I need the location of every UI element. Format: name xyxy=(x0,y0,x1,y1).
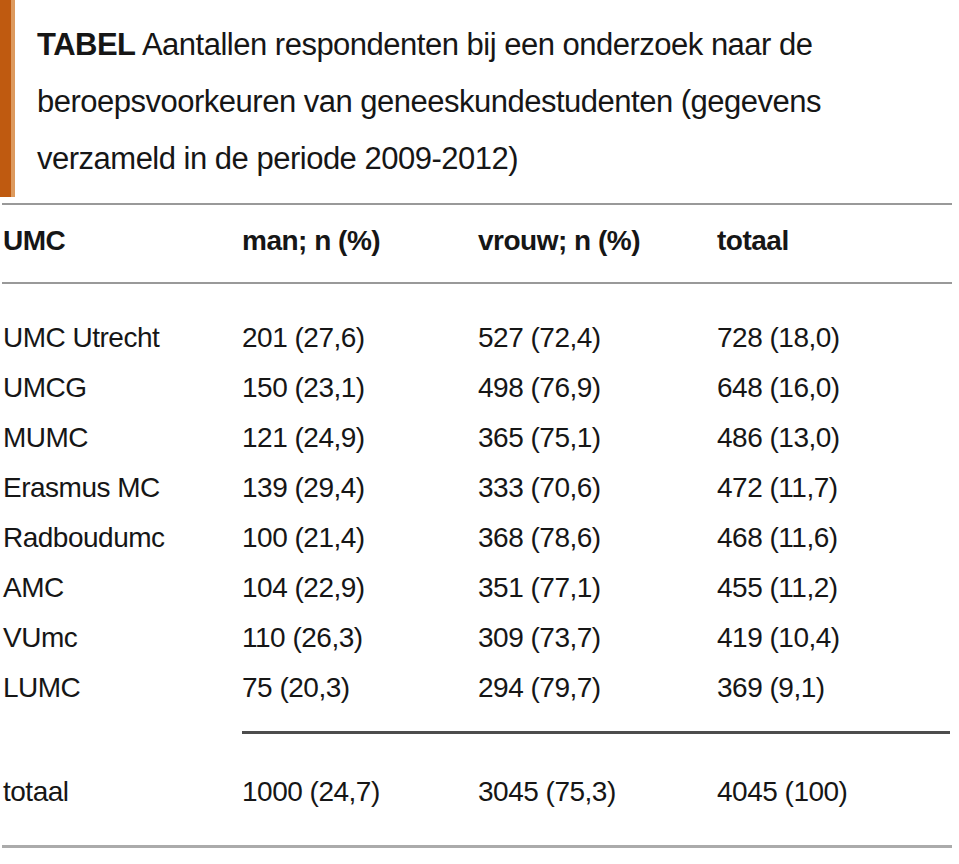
table-caption-label: TABEL xyxy=(37,27,136,62)
cell: LUMC xyxy=(3,672,242,704)
total-cell-totaal: 4045 (100) xyxy=(717,776,959,808)
cell: AMC xyxy=(3,572,242,604)
table-row: Radboudumc 100 (21,4) 368 (78,6) 468 (11… xyxy=(3,513,959,563)
cell: 121 (24,9) xyxy=(242,422,478,454)
cell: 139 (29,4) xyxy=(242,472,478,504)
cell: UMCG xyxy=(3,372,242,404)
table-row: VUmc 110 (26,3) 309 (73,7) 419 (10,4) xyxy=(3,613,959,663)
column-header-man: man; n (%) xyxy=(242,225,478,257)
cell: 472 (11,7) xyxy=(717,472,959,504)
table-caption-body: Aantallen respondenten bij een onderzoek… xyxy=(37,27,821,176)
total-cell-vrouw: 3045 (75,3) xyxy=(478,776,717,808)
rule-above-header xyxy=(2,203,952,205)
table-row: UMC Utrecht 201 (27,6) 527 (72,4) 728 (1… xyxy=(3,313,959,363)
table-row: UMCG 150 (23,1) 498 (76,9) 648 (16,0) xyxy=(3,363,959,413)
cell: Erasmus MC xyxy=(3,472,242,504)
rule-under-header xyxy=(2,282,952,284)
table-caption: TABEL Aantallen respondenten bij een ond… xyxy=(37,16,953,187)
cell: 351 (77,1) xyxy=(478,572,717,604)
rule-above-total xyxy=(242,731,950,734)
cell: MUMC xyxy=(3,422,242,454)
table-total-row: totaal 1000 (24,7) 3045 (75,3) 4045 (100… xyxy=(3,767,959,817)
cell: Radboudumc xyxy=(3,522,242,554)
cell: 527 (72,4) xyxy=(478,322,717,354)
cell: 455 (11,2) xyxy=(717,572,959,604)
table-row: Erasmus MC 139 (29,4) 333 (70,6) 472 (11… xyxy=(3,463,959,513)
cell: UMC Utrecht xyxy=(3,322,242,354)
table-body: UMC Utrecht 201 (27,6) 527 (72,4) 728 (1… xyxy=(3,313,959,713)
cell: 150 (23,1) xyxy=(242,372,478,404)
cell: 333 (70,6) xyxy=(478,472,717,504)
column-header-vrouw: vrouw; n (%) xyxy=(478,225,717,257)
cell: 309 (73,7) xyxy=(478,622,717,654)
cell: 728 (18,0) xyxy=(717,322,959,354)
cell: 104 (22,9) xyxy=(242,572,478,604)
cell: 468 (11,6) xyxy=(717,522,959,554)
cell: 294 (79,7) xyxy=(478,672,717,704)
cell: 100 (21,4) xyxy=(242,522,478,554)
cell: 498 (76,9) xyxy=(478,372,717,404)
cell: 75 (20,3) xyxy=(242,672,478,704)
cell: 486 (13,0) xyxy=(717,422,959,454)
rule-bottom xyxy=(2,845,952,848)
cell: 369 (9,1) xyxy=(717,672,959,704)
cell: 365 (75,1) xyxy=(478,422,717,454)
cell: 110 (26,3) xyxy=(242,622,478,654)
column-header-totaal: totaal xyxy=(717,225,959,257)
table-row: LUMC 75 (20,3) 294 (79,7) 369 (9,1) xyxy=(3,663,959,713)
table-header-row: UMC man; n (%) vrouw; n (%) totaal xyxy=(3,214,959,268)
cell: 201 (27,6) xyxy=(242,322,478,354)
total-cell-man: 1000 (24,7) xyxy=(242,776,478,808)
cell: 648 (16,0) xyxy=(717,372,959,404)
table-row: AMC 104 (22,9) 351 (77,1) 455 (11,2) xyxy=(3,563,959,613)
table-row: MUMC 121 (24,9) 365 (75,1) 486 (13,0) xyxy=(3,413,959,463)
column-header-umc: UMC xyxy=(3,225,242,257)
cell: 368 (78,6) xyxy=(478,522,717,554)
cell: VUmc xyxy=(3,622,242,654)
accent-bar xyxy=(0,0,15,197)
total-cell-label: totaal xyxy=(3,776,242,808)
cell: 419 (10,4) xyxy=(717,622,959,654)
